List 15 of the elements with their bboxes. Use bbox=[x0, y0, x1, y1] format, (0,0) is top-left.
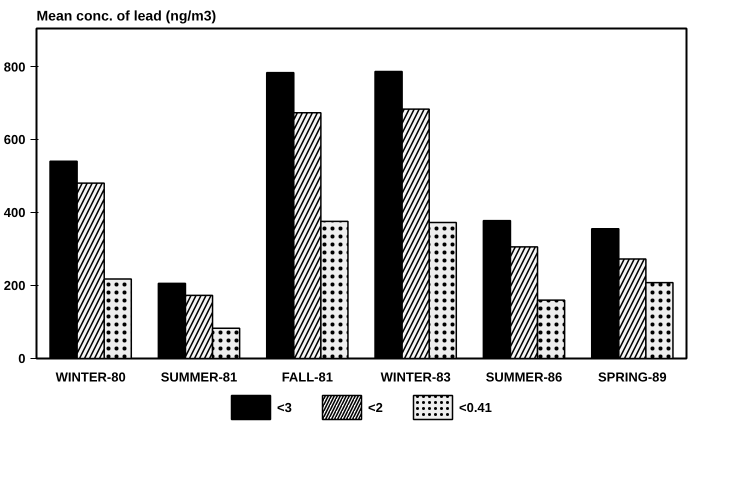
y-tick-label: 200 bbox=[4, 278, 26, 294]
x-tick-label: WINTER-80 bbox=[56, 370, 126, 384]
x-tick-label: FALL-81 bbox=[282, 370, 333, 384]
legend-label: <3 bbox=[277, 400, 292, 415]
y-tick-label: 800 bbox=[4, 59, 26, 74]
x-tick-label: WINTER-83 bbox=[380, 370, 451, 384]
x-tick-label: SUMMER-86 bbox=[486, 370, 562, 384]
y-tick-label: 600 bbox=[4, 132, 26, 148]
legend-label: <0.41 bbox=[459, 400, 492, 415]
x-tick-label: SPRING-89 bbox=[598, 370, 667, 384]
y-tick-label: 400 bbox=[4, 205, 26, 220]
y-tick-label: 0 bbox=[18, 351, 26, 366]
chart-title: Mean conc. of lead (ng/m3) bbox=[36, 8, 216, 24]
x-tick-label: SUMMER-81 bbox=[160, 370, 238, 384]
legend-label: <2 bbox=[368, 400, 383, 415]
